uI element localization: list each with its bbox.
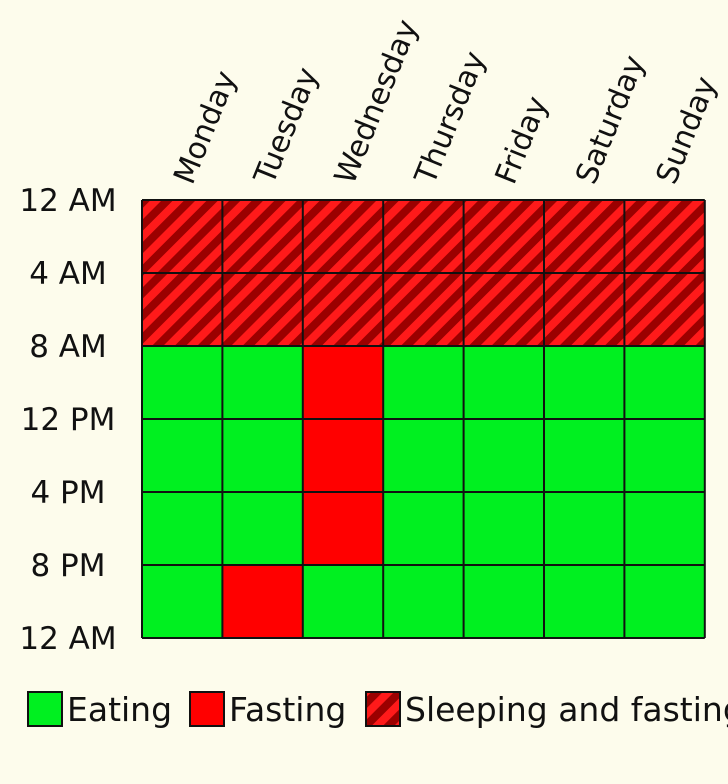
legend: Eating Fasting Sleeping and fasting	[27, 690, 728, 729]
cell-saturday-2-eating	[544, 346, 625, 419]
cell-friday-4-eating	[463, 492, 544, 565]
legend-label-eating: Eating	[67, 690, 172, 729]
cell-sunday-0-sleeping	[624, 200, 705, 273]
cell-monday-0-sleeping	[142, 200, 223, 273]
time-label-3: 12 PM	[21, 402, 116, 438]
cell-friday-0-sleeping	[463, 200, 544, 273]
cell-wednesday-2-fasting	[302, 346, 384, 419]
cell-monday-3-eating	[142, 419, 223, 492]
cell-thursday-2-eating	[383, 346, 464, 419]
cell-monday-1-sleeping	[142, 273, 223, 346]
cell-sunday-1-sleeping	[624, 273, 705, 346]
cell-sunday-3-eating	[624, 419, 705, 492]
day-label-thursday: Thursday	[408, 47, 493, 190]
time-label-6: 12 AM	[19, 621, 116, 657]
time-label-0: 12 AM	[19, 183, 116, 219]
cell-friday-5-eating	[463, 565, 544, 638]
cell-sunday-2-eating	[624, 346, 705, 419]
time-label-5: 8 PM	[30, 548, 105, 584]
cell-saturday-3-eating	[544, 419, 625, 492]
cell-sunday-5-eating	[624, 565, 705, 638]
time-label-4: 4 PM	[30, 475, 105, 511]
day-label-sunday: Sunday	[650, 72, 725, 189]
cell-wednesday-4-fasting	[302, 492, 384, 565]
cell-thursday-5-eating	[383, 565, 464, 638]
cell-thursday-1-sleeping	[383, 273, 464, 346]
cell-sunday-4-eating	[624, 492, 705, 565]
schedule-grid	[142, 200, 705, 638]
cell-tuesday-2-eating	[222, 346, 303, 419]
time-labels: 12 AM 4 AM 8 AM 12 PM 4 PM 8 PM 12 AM	[19, 183, 116, 657]
cell-saturday-4-eating	[544, 492, 625, 565]
cell-tuesday-3-eating	[222, 419, 303, 492]
day-label-friday: Friday	[489, 92, 556, 189]
cell-wednesday-5-eating	[302, 565, 384, 638]
cell-friday-3-eating	[463, 419, 544, 492]
cell-thursday-0-sleeping	[383, 200, 464, 273]
legend-label-sleeping: Sleeping and fasting	[405, 690, 728, 729]
cell-thursday-3-eating	[383, 419, 464, 492]
cell-thursday-4-eating	[383, 492, 464, 565]
cell-monday-4-eating	[142, 492, 223, 565]
cell-tuesday-1-sleeping	[222, 273, 303, 346]
cell-monday-2-eating	[142, 346, 223, 419]
legend-swatch-fasting	[189, 691, 225, 727]
cell-monday-5-eating	[142, 565, 223, 638]
time-label-1: 4 AM	[29, 256, 107, 292]
cell-friday-1-sleeping	[463, 273, 544, 346]
day-label-saturday: Saturday	[569, 51, 652, 189]
cell-wednesday-3-fasting	[302, 419, 384, 492]
day-label-wednesday: Wednesday	[328, 15, 426, 189]
cell-saturday-0-sleeping	[544, 200, 625, 273]
cell-saturday-1-sleeping	[544, 273, 625, 346]
time-label-2: 8 AM	[29, 329, 107, 365]
cell-friday-2-eating	[463, 346, 544, 419]
grid-lines	[141, 199, 706, 639]
cell-wednesday-1-sleeping	[302, 273, 384, 346]
cell-tuesday-0-sleeping	[222, 200, 303, 273]
day-label-monday: Monday	[167, 66, 244, 189]
cell-saturday-5-eating	[544, 565, 625, 638]
legend-swatch-sleeping	[365, 691, 401, 727]
cell-tuesday-5-fasting	[222, 565, 303, 638]
day-label-tuesday: Tuesday	[247, 63, 326, 190]
cell-tuesday-4-eating	[222, 492, 303, 565]
legend-swatch-eating	[27, 691, 63, 727]
cell-wednesday-0-sleeping	[302, 200, 384, 273]
legend-label-fasting: Fasting	[229, 690, 346, 729]
